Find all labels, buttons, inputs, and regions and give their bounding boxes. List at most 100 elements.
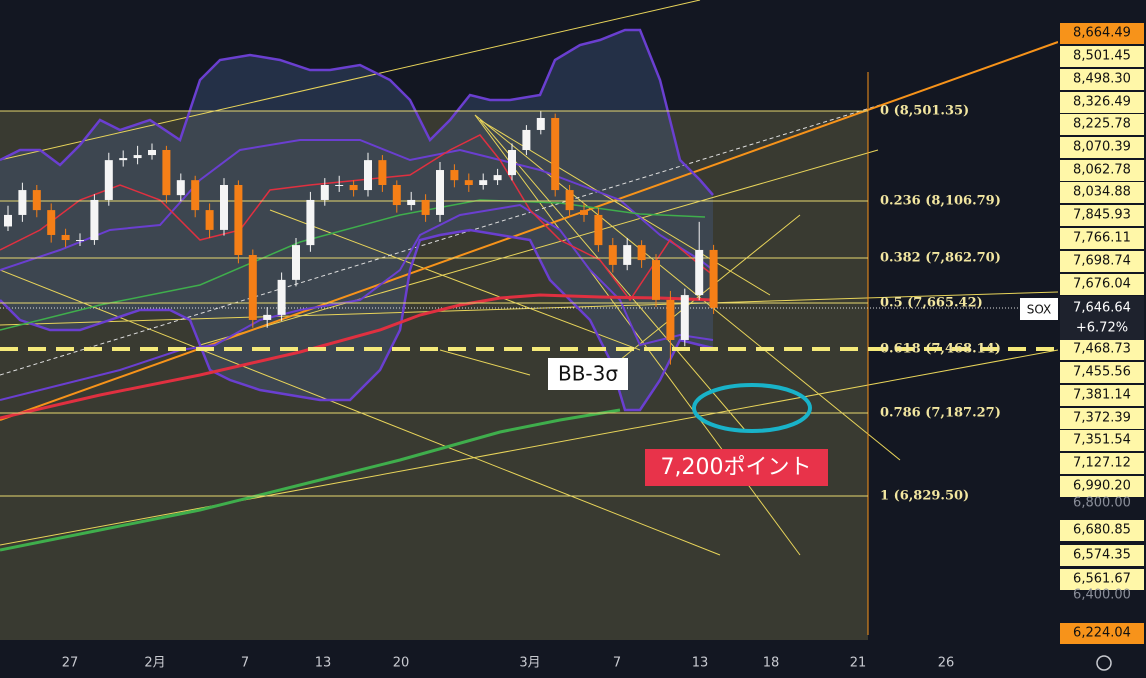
candle-body — [652, 260, 660, 300]
candle-body — [47, 210, 56, 235]
date-label: 20 — [393, 656, 410, 671]
candle-body — [90, 199, 99, 241]
date-label: 2月 — [144, 656, 165, 671]
price-tag — [1060, 520, 1144, 541]
settings-button[interactable] — [1096, 655, 1112, 671]
fib-label: 0.382 (7,862.70) — [880, 251, 1001, 266]
price-label: 8,501.45 — [1073, 49, 1131, 64]
candle-body — [292, 245, 300, 280]
candle-body — [119, 158, 128, 161]
date-label: 3月 — [519, 656, 540, 671]
candle-body — [349, 185, 358, 191]
candle-body — [364, 160, 372, 191]
price-label: 7,698.74 — [1073, 254, 1131, 269]
candle-body — [306, 199, 315, 246]
candle-body — [378, 160, 387, 186]
price-tag — [1060, 23, 1144, 44]
candle-body — [508, 149, 516, 176]
candle-body — [277, 279, 286, 315]
price-label: 8,664.49 — [1073, 26, 1131, 41]
candle-body — [234, 185, 243, 256]
candle-body — [479, 180, 488, 186]
date-label: 26 — [938, 656, 955, 671]
candle-body — [493, 175, 502, 181]
candle-body — [220, 185, 228, 230]
bollinger-fill — [0, 30, 713, 410]
price-label: 7,468.73 — [1073, 342, 1131, 357]
price-label: 6,561.67 — [1073, 572, 1131, 587]
candle-body — [623, 245, 632, 265]
bb-label-box — [548, 358, 628, 390]
candle-body — [407, 199, 416, 206]
fib-label: 0 (8,501.35) — [880, 104, 969, 119]
target-label: 7,200ポイント — [661, 455, 812, 480]
price-tag — [1060, 251, 1144, 272]
fib-label: 1 (6,829.50) — [880, 489, 969, 504]
price-label: 6,400.00 — [1073, 588, 1131, 603]
candle-body — [680, 295, 689, 340]
price-label: 6,990.20 — [1073, 479, 1131, 494]
price-label: 8,034.88 — [1073, 185, 1131, 200]
fib-label: 0.618 (7,468.14) — [880, 342, 1001, 357]
last-price-box — [1060, 296, 1144, 340]
candle-body — [436, 170, 444, 215]
candle-body — [666, 299, 675, 340]
price-tag — [1060, 453, 1144, 474]
fib-zone — [0, 111, 868, 640]
candle-body — [637, 245, 646, 261]
candle-body — [61, 234, 70, 241]
fib-label: 0.786 (7,187.27) — [880, 406, 1001, 421]
price-label: 6,224.04 — [1073, 626, 1131, 641]
date-label: 27 — [62, 656, 79, 671]
price-label: 8,062.78 — [1073, 163, 1131, 178]
price-tag — [1060, 92, 1144, 113]
price-tag — [1060, 114, 1144, 135]
price-label: 6,800.00 — [1073, 496, 1131, 511]
candle-body — [133, 155, 142, 159]
candle-body — [176, 180, 185, 196]
price-tag — [1060, 476, 1144, 497]
price-label: 7,845.93 — [1073, 208, 1131, 223]
candle-body — [320, 185, 329, 200]
candle-body — [263, 314, 272, 320]
price-label: 7,676.04 — [1073, 277, 1131, 292]
price-tag — [1060, 569, 1144, 590]
candle-body — [18, 190, 27, 215]
price-tag — [1060, 274, 1144, 295]
candle-body — [565, 190, 574, 211]
price-tag — [1060, 385, 1144, 406]
candle-body — [464, 180, 473, 186]
indicators — [0, 28, 714, 552]
last-price: 7,646.64 — [1073, 301, 1131, 316]
fib-levels: 0 (8,501.35) 0.236 (8,106.79) 0.382 (7,862… — [0, 104, 1058, 504]
price-label: 8,498.30 — [1073, 72, 1131, 87]
target-label-box — [645, 449, 828, 486]
price-tag — [1060, 339, 1144, 360]
candle-body — [594, 214, 603, 246]
candle-body — [450, 170, 459, 181]
trend-lines — [0, 0, 1059, 635]
date-label: 13 — [692, 656, 709, 671]
candle-body — [104, 160, 113, 200]
price-tag — [1060, 69, 1144, 90]
price-tag — [1060, 545, 1144, 566]
price-tag — [1060, 46, 1144, 67]
price-label: 8,326.49 — [1073, 95, 1131, 110]
candle-body — [335, 185, 344, 187]
candle-body — [536, 117, 545, 130]
date-label: 13 — [315, 656, 332, 671]
price-tag — [1060, 182, 1144, 203]
candle-body — [392, 185, 401, 206]
price-tag — [1060, 362, 1144, 383]
candle-body — [32, 190, 41, 211]
symbol-tag — [1020, 298, 1058, 320]
date-label: 18 — [763, 656, 780, 671]
price-label: 8,225.78 — [1073, 117, 1131, 132]
price-label: 6,574.35 — [1073, 548, 1131, 563]
price-axis-labels: 8,664.49 8,501.45 8,498.30 8,326.49 8,225.78… — [1060, 23, 1144, 644]
date-label: 21 — [850, 656, 867, 671]
highlight-circle — [692, 383, 812, 433]
fib-label: 0.5 (7,665.42) — [880, 296, 983, 311]
candle-body — [205, 210, 214, 230]
